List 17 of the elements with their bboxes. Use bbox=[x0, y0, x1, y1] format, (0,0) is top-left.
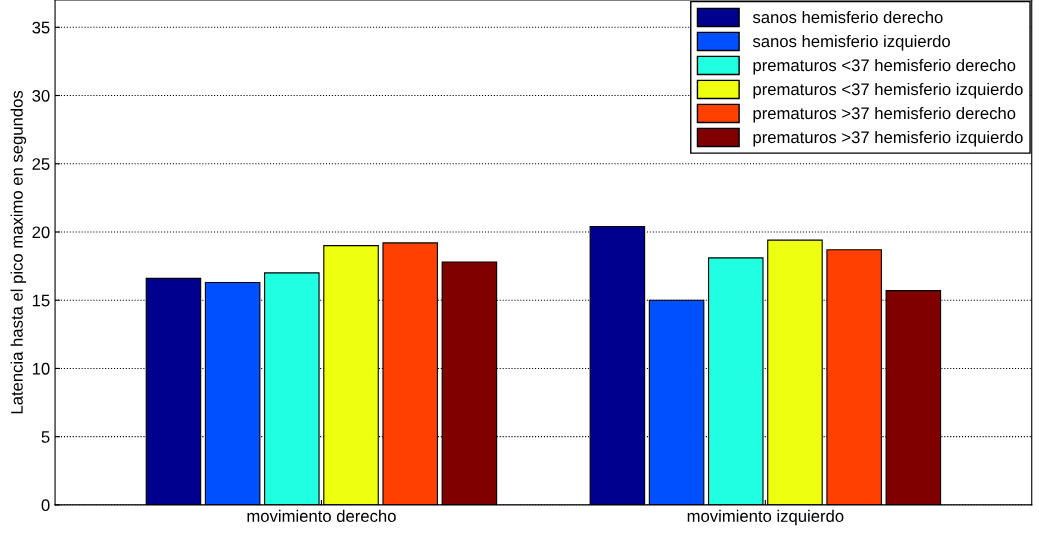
legend-label: prematuros <37 hemisferio derecho bbox=[753, 58, 1016, 75]
y-tick-label: 5 bbox=[41, 431, 50, 443]
legend-label: prematuros >37 hemisferio derecho bbox=[753, 106, 1016, 123]
legend-label: prematuros <37 hemisferio izquierdo bbox=[753, 82, 1023, 99]
y-tick-label: 20 bbox=[32, 226, 50, 239]
x-tick-label: movimiento izquierdo bbox=[687, 509, 844, 526]
legend-label: sanos hemisferio derecho bbox=[752, 10, 943, 24]
legend-label: prematuros >37 hemisferio izquierdo bbox=[753, 130, 1023, 147]
x-tick-label: movimiento derecho bbox=[247, 509, 396, 522]
y-tick-label: 0 bbox=[41, 499, 50, 512]
y-tick-label: 10 bbox=[32, 362, 50, 375]
legend-label: sanos hemisferio izquierdo bbox=[752, 34, 950, 51]
y-tick-label: 35 bbox=[32, 21, 50, 34]
y-tick-label: 25 bbox=[32, 158, 50, 170]
y-tick-label: 15 bbox=[32, 294, 50, 307]
y-axis-title: Latencia hasta el pico maximo en segundos bbox=[10, 90, 27, 414]
y-tick-label: 30 bbox=[32, 89, 50, 102]
